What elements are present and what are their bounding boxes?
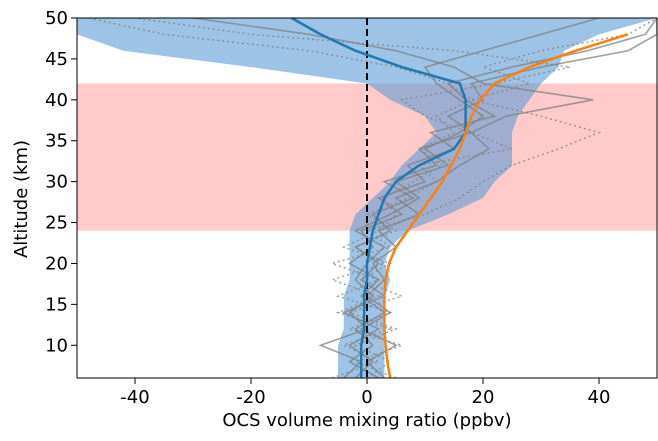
y-tick-label: 35 [45,131,68,152]
y-tick-label: 10 [45,335,68,356]
series-line [383,33,629,378]
y-tick-label: 40 [45,90,68,111]
y-tick-label: 50 [45,8,68,29]
profile-line [341,18,657,378]
y-tick-label: 20 [45,253,68,274]
x-tick-label: 40 [588,387,611,408]
x-axis-label: OCS volume mixing ratio (ppbv) [222,410,511,431]
x-tick-label: -20 [236,387,265,408]
x-tick-label: -40 [120,387,149,408]
y-tick-label: 25 [45,213,68,234]
y-tick-label: 30 [45,172,68,193]
y-tick-label: 45 [45,49,68,70]
y-tick-label: 15 [45,294,68,315]
x-tick-label: 0 [361,387,372,408]
profile-line [318,18,600,378]
x-tick-label: 20 [472,387,495,408]
series-line [290,18,467,378]
profile-line [134,18,571,378]
uncertainty-band [77,18,657,378]
profile-line [192,18,594,378]
y-axis-label: Altitude (km) [11,140,32,258]
profile-line [88,18,602,378]
